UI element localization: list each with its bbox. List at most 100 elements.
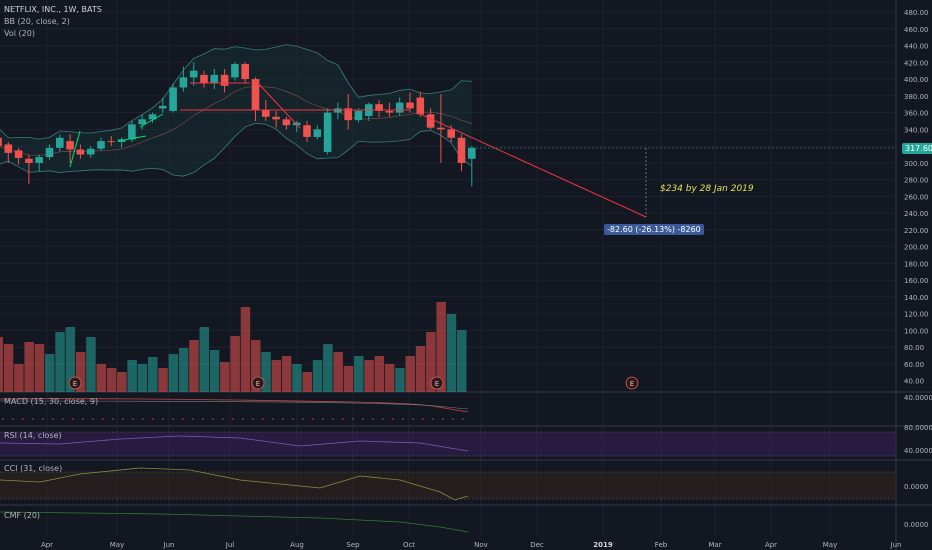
volume-bar xyxy=(230,336,240,392)
price-axis-label: 400.00 xyxy=(904,76,929,84)
price-axis-label: 380.00 xyxy=(904,93,929,101)
macd-histogram-bar xyxy=(432,418,434,420)
macd-histogram-bar xyxy=(252,418,254,420)
candle-body xyxy=(86,148,95,155)
rsi-line xyxy=(0,435,469,452)
candle-body xyxy=(189,70,198,78)
macd-histogram-bar xyxy=(412,418,414,420)
macd-label[interactable]: MACD (15, 30, close, 9) xyxy=(4,397,99,406)
macd-histogram-bar xyxy=(152,418,154,420)
volume-bar xyxy=(3,344,14,392)
indicator-axis-label: 40.0000 xyxy=(904,394,932,402)
macd-histogram-bar xyxy=(112,418,114,420)
earnings-marker-label: E xyxy=(630,380,634,388)
macd-histogram-bar xyxy=(442,418,444,420)
x-axis-label: Mar xyxy=(708,541,721,549)
cmf-line xyxy=(0,511,469,533)
macd-histogram-bar xyxy=(302,418,304,420)
cci-label[interactable]: CCI (31, close) xyxy=(4,464,63,473)
volume-bar xyxy=(302,372,312,392)
candle-body xyxy=(468,147,476,159)
x-axis-label: Sep xyxy=(346,541,360,549)
volume-bar xyxy=(395,368,405,392)
volume-bar xyxy=(446,314,457,392)
macd-histogram-bar xyxy=(82,418,84,420)
x-axis-label: Aug xyxy=(290,541,304,549)
earnings-marker-label: E xyxy=(435,380,439,388)
volume-bar xyxy=(384,364,395,392)
macd-histogram-bar xyxy=(102,418,104,420)
price-axis-label: 220.00 xyxy=(904,227,929,235)
earnings-marker-circle xyxy=(251,376,265,390)
macd-histogram-bar xyxy=(172,418,174,420)
macd-histogram-bar xyxy=(282,418,284,420)
earnings-marker-label: E xyxy=(256,380,260,388)
candle-body xyxy=(4,144,13,153)
macd-histogram-bar xyxy=(92,418,94,420)
candle-body xyxy=(416,97,425,115)
candle-body xyxy=(25,158,33,163)
price-axis-label: 180.00 xyxy=(904,260,929,268)
candle-body xyxy=(148,114,157,120)
x-axis-label: Jul xyxy=(225,541,235,549)
volume-bar xyxy=(137,364,148,392)
volume-bar xyxy=(86,337,96,392)
candle-body xyxy=(35,157,43,163)
macd-histogram-bar xyxy=(332,418,334,420)
price-axis-label: 80.00 xyxy=(904,344,924,352)
rsi-band xyxy=(0,432,896,456)
candle-body xyxy=(313,129,322,137)
volume-bar xyxy=(240,307,251,392)
volume-bar xyxy=(199,327,209,392)
macd-histogram-bar xyxy=(142,418,144,420)
rsi-label[interactable]: RSI (14, close) xyxy=(4,431,62,440)
volume-bar xyxy=(0,337,3,392)
macd-histogram-bar xyxy=(32,418,34,420)
candle-body xyxy=(45,147,54,158)
cci-line xyxy=(0,467,469,501)
price-axis-label: 100.00 xyxy=(904,327,929,335)
price-axis-label: 260.00 xyxy=(904,193,929,201)
candle-body xyxy=(282,119,291,126)
earnings-marker: E xyxy=(68,376,82,390)
red-trend-line xyxy=(255,80,301,129)
x-axis-label: Apr xyxy=(765,541,777,549)
candle-body xyxy=(76,149,85,155)
volume-bar xyxy=(117,372,127,392)
bollinger-upper xyxy=(0,44,472,140)
cmf-label[interactable]: CMF (20) xyxy=(4,511,41,520)
candle-body xyxy=(66,141,74,150)
candle-body xyxy=(334,108,342,113)
candle-body xyxy=(303,125,311,137)
price-axis-label: 480.00 xyxy=(904,9,929,17)
price-axis-label: 40.00 xyxy=(904,378,924,386)
macd-histogram-bar xyxy=(362,418,364,420)
bb-indicator-label[interactable]: BB (20, close, 2) xyxy=(4,17,70,26)
price-axis-label: 440.00 xyxy=(904,43,929,51)
volume-bar xyxy=(65,327,76,392)
x-axis-label: Jun xyxy=(890,541,902,549)
candle-body xyxy=(395,102,404,113)
macd-signal xyxy=(0,400,469,410)
macd-histogram-bar xyxy=(42,418,44,420)
macd-histogram-bar xyxy=(312,418,314,420)
macd-histogram-bar xyxy=(292,418,294,420)
macd-histogram-bar xyxy=(192,418,194,420)
candle-body xyxy=(406,102,414,109)
macd-histogram-bar xyxy=(182,418,184,420)
x-axis-label: May xyxy=(823,541,837,549)
macd-histogram-bar xyxy=(242,418,244,420)
volume-bar xyxy=(261,352,271,392)
macd-histogram-bar xyxy=(212,418,214,420)
volume-bar xyxy=(251,340,261,392)
volume-bar xyxy=(354,356,364,392)
macd-histogram-bar xyxy=(12,418,14,420)
macd-histogram-bar xyxy=(452,418,454,420)
price-axis-label: 60.00 xyxy=(904,361,924,369)
candle-body xyxy=(220,74,229,86)
vol-indicator-label[interactable]: Vol (20) xyxy=(4,29,35,38)
symbol-title: NETFLIX, INC., 1W, BATS xyxy=(4,5,102,14)
indicator-axis-label: 0.0000 xyxy=(904,483,929,491)
cci-band xyxy=(0,472,896,499)
